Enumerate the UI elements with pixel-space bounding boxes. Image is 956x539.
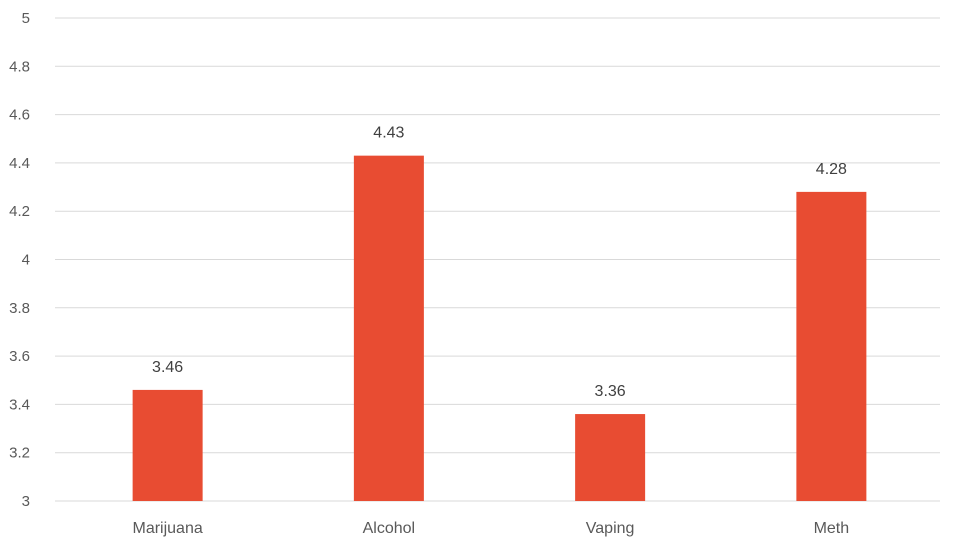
y-tick-label: 4.2 — [9, 203, 30, 220]
y-tick-label: 5 — [22, 10, 30, 27]
y-tick-label: 4.6 — [9, 107, 30, 124]
bar — [575, 414, 646, 501]
y-tick-label: 3.2 — [9, 445, 30, 462]
category-label: Marijuana — [132, 520, 202, 537]
y-tick-label: 4.8 — [9, 58, 30, 75]
category-label: Meth — [814, 520, 850, 537]
data-label: 4.28 — [816, 161, 847, 178]
y-tick-label: 4 — [22, 252, 30, 269]
category-label: Alcohol — [363, 520, 415, 537]
y-tick-label: 4.4 — [9, 155, 30, 172]
data-label: 3.36 — [595, 383, 626, 400]
data-labels: 3.46 4.43 3.36 4.28 — [152, 125, 847, 400]
bar — [353, 155, 424, 501]
bar — [132, 389, 203, 501]
y-tick-label: 3 — [22, 493, 30, 510]
bars — [132, 155, 867, 501]
y-tick-label: 3.8 — [9, 300, 30, 317]
y-tick-label: 3.6 — [9, 348, 30, 365]
data-label: 4.43 — [373, 125, 404, 142]
bar — [796, 191, 867, 501]
category-label: Vaping — [586, 520, 635, 537]
y-tick-label: 3.4 — [9, 396, 30, 413]
x-axis-categories: Marijuana Alcohol Vaping Meth — [132, 520, 849, 537]
y-axis-ticks: 3 3.2 3.4 3.6 3.8 4 4.2 4.4 4.6 4.8 5 — [9, 10, 30, 510]
data-label: 3.46 — [152, 359, 183, 376]
